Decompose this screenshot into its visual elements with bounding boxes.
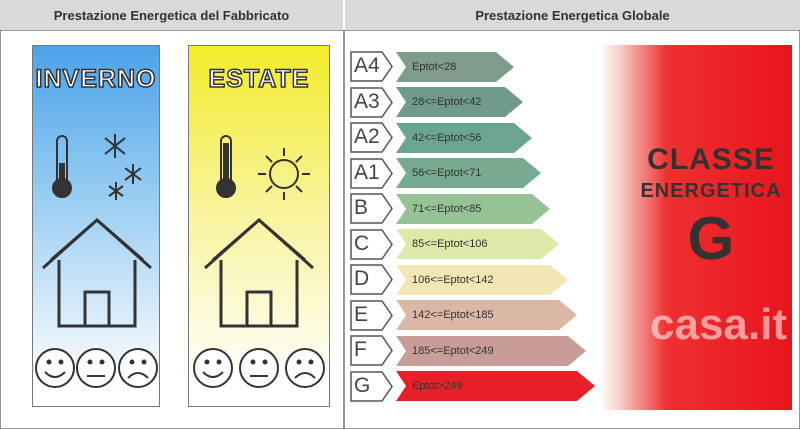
class-range: 42<=Eptot<56 <box>412 131 482 144</box>
class-range: 106<=Eptot<142 <box>412 273 494 286</box>
house-icon <box>204 217 314 328</box>
summer-icons <box>193 135 325 388</box>
smiley-neutral-icon <box>239 348 279 388</box>
right-header: Prestazione Energetica Globale <box>345 0 800 30</box>
class-arrow: 42<=Eptot<56 <box>396 122 532 153</box>
class-label: E <box>354 302 369 326</box>
class-arrow-shape <box>396 264 568 295</box>
energy-class-row: G Eptot>249 <box>350 370 595 402</box>
energy-class-result: CLASSE ENERGETICA G <box>600 45 792 410</box>
energy-class-row: E 142<=Eptot<185 <box>350 299 577 331</box>
energy-class-row: A4 Eptot<28 <box>350 51 514 82</box>
class-arrow: Eptot>249 <box>396 371 595 401</box>
class-label-box: C <box>350 228 394 260</box>
energy-class-row: F 185<=Eptot<249 <box>350 335 586 366</box>
energy-grade: G <box>687 205 735 272</box>
energetica-label: ENERGETICA <box>640 180 782 202</box>
class-arrow: 106<=Eptot<142 <box>396 264 568 295</box>
snowflake-icon <box>104 134 142 200</box>
class-arrow: 71<=Eptot<85 <box>396 193 550 224</box>
class-arrow-shape <box>396 229 559 259</box>
class-arrow: 56<=Eptot<71 <box>396 158 541 188</box>
class-label-box: B <box>350 193 394 224</box>
class-label-box: E <box>350 299 394 331</box>
class-label: A3 <box>354 89 380 113</box>
smiley-neutral-icon <box>76 348 116 388</box>
class-range: 28<=Eptot<42 <box>412 96 482 108</box>
class-label: B <box>354 196 369 219</box>
class-arrow: 142<=Eptot<185 <box>396 300 577 330</box>
class-label-box: G <box>350 370 394 402</box>
class-arrow-shape <box>396 87 523 117</box>
class-label: C <box>354 231 370 255</box>
class-range: Eptot<28 <box>412 60 457 73</box>
class-label-box: D <box>350 264 394 295</box>
class-arrow: 28<=Eptot<42 <box>396 87 523 117</box>
class-label: A4 <box>354 54 380 77</box>
class-arrow-shape <box>396 371 595 401</box>
thermometer-low-icon <box>52 135 72 198</box>
class-label-box: A4 <box>350 51 394 82</box>
class-range: 85<=Eptot<106 <box>412 238 488 250</box>
class-range: 142<=Eptot<185 <box>412 309 494 321</box>
smiley-happy-icon <box>35 348 75 388</box>
energy-class-row: D 106<=Eptot<142 <box>350 264 568 295</box>
classe-label: CLASSE <box>647 143 775 176</box>
class-label-box: A1 <box>350 157 394 189</box>
class-arrow-shape <box>396 122 532 153</box>
class-range: 185<=Eptot<249 <box>412 344 494 357</box>
energy-class-row: C 85<=Eptot<106 <box>350 228 559 260</box>
class-range: Eptot>249 <box>412 380 463 392</box>
class-arrow-shape <box>396 51 514 82</box>
energy-class-row: B 71<=Eptot<85 <box>350 193 550 224</box>
class-label: F <box>354 338 367 361</box>
class-arrow-shape <box>396 158 541 188</box>
class-arrow-shape <box>396 335 586 366</box>
house-icon <box>42 217 152 328</box>
smiley-sad-icon <box>285 348 325 388</box>
class-label-box: A3 <box>350 86 394 118</box>
class-label-box: F <box>350 335 394 366</box>
class-arrow: 185<=Eptot<249 <box>396 335 586 366</box>
winter-title: INVERNO <box>35 64 157 94</box>
energy-class-row: A3 28<=Eptot<42 <box>350 86 523 118</box>
class-range: 56<=Eptot<71 <box>412 167 482 179</box>
left-header: Prestazione Energetica del Fabbricato <box>0 0 343 30</box>
sun-icon <box>258 148 310 200</box>
summer-title: ESTATE <box>208 64 310 94</box>
class-label: D <box>354 267 370 290</box>
class-label-box: A2 <box>350 122 394 153</box>
class-label: G <box>354 373 371 397</box>
thermometer-high-icon <box>216 135 236 198</box>
class-arrow-shape <box>396 300 577 330</box>
winter-panel: INVERNO <box>32 45 160 407</box>
class-label: A2 <box>354 125 380 148</box>
class-label: A1 <box>354 160 380 184</box>
winter-icons <box>35 134 158 388</box>
class-arrow: 85<=Eptot<106 <box>396 229 559 259</box>
class-arrow: Eptot<28 <box>396 51 514 82</box>
smiley-happy-icon <box>193 348 233 388</box>
class-arrow-shape <box>396 193 550 224</box>
watermark: casa.it <box>650 300 787 349</box>
summer-panel: ESTATE <box>188 45 330 407</box>
class-range: 71<=Eptot<85 <box>412 202 482 215</box>
energy-class-row: A1 56<=Eptot<71 <box>350 157 541 189</box>
energy-class-row: A2 42<=Eptot<56 <box>350 122 532 153</box>
smiley-sad-icon <box>118 348 158 388</box>
